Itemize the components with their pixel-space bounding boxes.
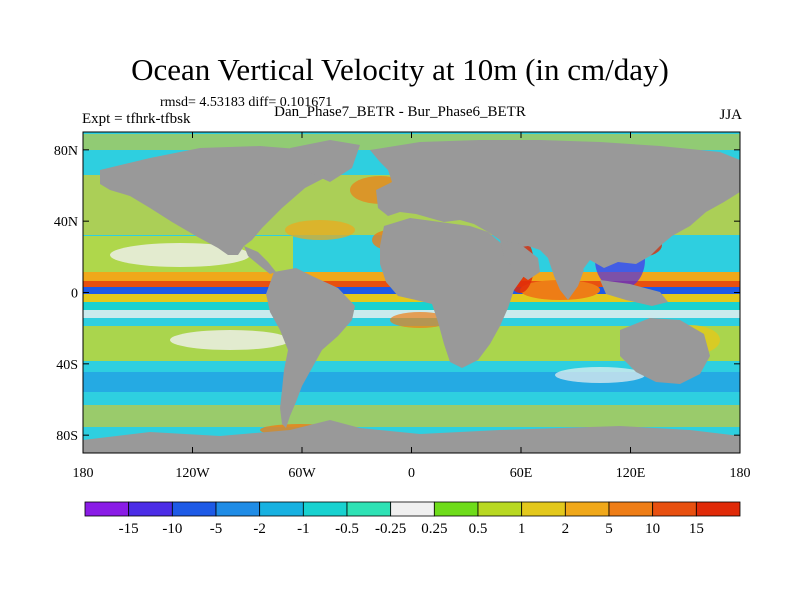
colorbar-label: 2 — [562, 521, 570, 537]
colorbar-swatch — [302, 501, 348, 517]
colorbar-swatch — [652, 501, 697, 517]
lon-tick-label: 120E — [616, 466, 646, 481]
colorbar: -15 -10 -5 -2 -1 -0.5 -0.25 0.25 0.5 1 2 5 10 15 — [84, 501, 741, 537]
lon-tick-label: 180 — [730, 466, 751, 481]
subtitle: Dan_Phase7_BETR - Bur_Phase6_BETR — [274, 104, 526, 120]
lat-tick-label: 40S — [56, 358, 78, 373]
lon-tick-label: 0 — [408, 466, 415, 481]
colorbar-label: 1 — [518, 521, 526, 537]
colorbar-swatch — [259, 501, 304, 517]
colorbar-swatch — [84, 501, 130, 517]
season-label: JJA — [719, 107, 742, 123]
land-antarctica — [83, 420, 740, 453]
colorbar-swatch — [521, 501, 566, 517]
colorbar-label: -10 — [162, 521, 182, 537]
land-arabia — [500, 240, 540, 280]
land-greenland — [290, 140, 360, 182]
page-title: Ocean Vertical Velocity at 10m (in cm/da… — [131, 52, 669, 87]
colorbar-swatch — [477, 501, 523, 517]
colorbar-label: 0.5 — [469, 521, 488, 537]
colorbar-label: 10 — [645, 521, 660, 537]
map-axes: 80N 40N 0 40S 80S 180 120W 60W 0 60E 120E 180 — [54, 132, 751, 481]
colorbar-label: -5 — [210, 521, 223, 537]
colorbar-label: 5 — [605, 521, 613, 537]
land-india — [548, 258, 584, 300]
land-australia — [620, 318, 710, 384]
lat-tick-label: 80S — [56, 429, 78, 444]
lon-tick-label: 60W — [288, 466, 316, 481]
lat-tick-label: 0 — [71, 287, 78, 302]
land-masses — [83, 140, 740, 453]
land-south-america — [266, 268, 355, 428]
lon-tick-label: 180 — [73, 466, 94, 481]
colorbar-label: -2 — [253, 521, 266, 537]
colorbar-swatch — [695, 501, 741, 517]
lon-tick-label: 120W — [175, 466, 210, 481]
colorbar-swatch — [215, 501, 261, 517]
expt-label: Expt = tfhrk-tfbsk — [82, 111, 191, 127]
colorbar-label: 15 — [689, 521, 704, 537]
lat-tick-label: 80N — [54, 144, 78, 159]
colorbar-swatch — [171, 501, 217, 517]
land-north-america — [100, 146, 340, 255]
colorbar-label: -0.5 — [335, 521, 359, 537]
land-maritime-continent — [600, 280, 668, 306]
colorbar-label: -0.25 — [375, 521, 406, 537]
colorbar-swatch — [608, 501, 654, 517]
stats-line: rmsd= 4.53183 diff= 0.101671 — [160, 95, 333, 110]
map-plot-area — [83, 132, 740, 453]
colorbar-label: 0.25 — [421, 521, 447, 537]
colorbar-label: -15 — [119, 521, 139, 537]
colorbar-swatch — [128, 501, 173, 517]
colorbar-swatch — [564, 501, 610, 517]
colorbar-swatch — [346, 501, 392, 517]
colorbar-swatch — [433, 501, 479, 517]
colorbar-swatch — [390, 501, 435, 517]
land-central-america — [244, 246, 276, 274]
land-eurasia — [370, 140, 740, 276]
land-africa — [380, 218, 524, 368]
lon-tick-label: 60E — [510, 466, 533, 481]
colorbar-label: -1 — [297, 521, 310, 537]
lat-tick-label: 40N — [54, 215, 78, 230]
